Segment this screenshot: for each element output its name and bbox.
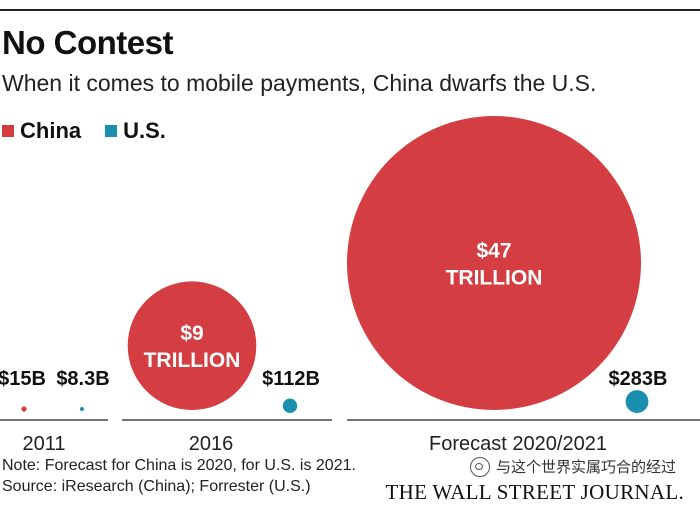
value-label-china-1: $15B [0,368,46,390]
chart-subtitle: When it comes to mobile payments, China … [2,70,597,96]
footnote-source: Source: iResearch (China); Forrester (U.… [2,478,311,495]
axis-label-3: Forecast 2020/2021 [429,433,607,455]
watermark-text: 与这个世界实属巧合的经过 [495,459,676,476]
axis-label-1: 2011 [22,433,65,455]
bubble-china-1 [21,406,27,412]
bubble-label-china-3-2: TRILLION [446,267,543,290]
bubble-label-china-2-1: $9 [180,322,203,345]
bubble-us-3 [625,390,649,413]
legend-item-us: U.S. [105,118,166,144]
top-rule [0,9,700,11]
bubble-label-china-3-1: $47 [476,240,511,263]
legend-label-us: U.S. [123,118,166,143]
footnote-note: Note: Forecast for China is 2020, for U.… [2,457,356,474]
publisher-logo: THE WALL STREET JOURNAL. [385,480,684,504]
bubble-china-3 [347,116,641,410]
legend-label-china: China [20,118,82,143]
value-label-us-3: $283B [609,368,668,390]
legend-item-china: China [2,118,81,144]
bubble-us-1 [80,407,84,411]
legend-swatch-us [105,125,118,137]
legend: China U.S. [2,118,190,144]
value-label-us-2: $112B [262,368,320,390]
axis-label-2: 2016 [189,433,234,455]
watermark: 与这个世界实属巧合的经过 [465,455,680,478]
wechat-icon [469,456,490,477]
chart-title: No Contest [2,24,174,61]
legend-swatch-china [2,125,14,137]
bubble-label-china-2-2: TRILLION [144,349,241,372]
bubble-us-2 [282,398,298,414]
bubble-china-2 [127,281,257,411]
value-label-us-1: $8.3B [56,368,109,390]
